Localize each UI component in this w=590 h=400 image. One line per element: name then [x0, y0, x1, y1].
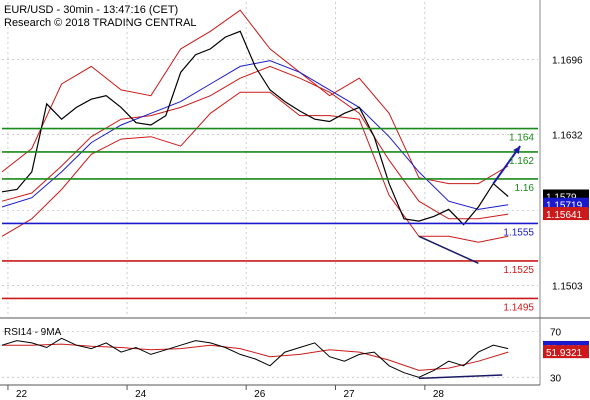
level-label: 1.1525: [503, 265, 534, 276]
ma-fast-tag: 1.15719: [546, 201, 583, 212]
level-label: 1.1555: [503, 227, 534, 238]
rsi-y-tick-labels: 70 30: [550, 327, 562, 384]
chart-copyright: Research © 2018 TRADING CENTRAL: [4, 17, 197, 29]
forecast-arrow-head: [513, 146, 521, 154]
x-tick-label: 27: [344, 389, 356, 400]
rsi-panel: RSI14 - 9MA 70 30 55.611351.9321: [1, 318, 589, 385]
rsi-gridlines: [2, 331, 538, 378]
rsi-y-tick-label: 30: [550, 373, 562, 384]
rsi-value-tags: 55.611351.9321: [543, 340, 589, 359]
x-axis-labels: 22 24 26 27 28: [7, 385, 445, 400]
ma-fast-line: [1, 60, 509, 210]
rsi-panel-title: RSI14 - 9MA: [4, 327, 62, 338]
x-tick-label: 24: [135, 389, 147, 400]
level-label: 1.164: [509, 133, 534, 144]
price-y-tick-label: 1.1632: [552, 130, 583, 141]
rsi-line: [1, 337, 509, 378]
rsi-ma-value-tag: 51.9321: [546, 348, 583, 359]
rsi-ma-line: [2, 343, 509, 371]
support-trendline: [418, 235, 479, 264]
rsi-ma-value-tag-bg: [543, 345, 589, 359]
x-tick-label: 28: [433, 389, 445, 400]
price-line: [1, 30, 509, 226]
level-label: 1.1495: [503, 302, 534, 313]
price-y-tick-label: 1.1696: [552, 55, 583, 66]
level-label: 1.16: [515, 183, 535, 194]
price-series-group: [1, 9, 509, 243]
rsi-trendline: [418, 374, 503, 380]
ma-slow-tag: 1.15641: [546, 210, 583, 221]
rsi-y-tick-label: 70: [550, 327, 562, 338]
x-tick-label: 26: [254, 389, 266, 400]
x-tick-label: 22: [16, 389, 28, 400]
bollinger-upper-band: [1, 9, 509, 185]
price-overlays: [2, 127, 538, 300]
ma-slow-line: [1, 65, 509, 220]
bollinger-lower-band: [1, 91, 509, 243]
ma-slow-tag-bg: [543, 207, 589, 221]
price-y-tick-label: 1.1503: [552, 282, 583, 293]
price-gridlines: [2, 2, 538, 316]
forecast-arrow-shaft: [492, 145, 521, 185]
rsi-series-group: [1, 337, 509, 380]
level-label: 1.162: [509, 156, 534, 167]
chart-title: EUR/USD - 30min - 13:47:16 (CET): [4, 4, 178, 16]
price-level-labels: 1.164 1.162 1.16 1.1555 1.1525 1.1495: [503, 133, 534, 314]
